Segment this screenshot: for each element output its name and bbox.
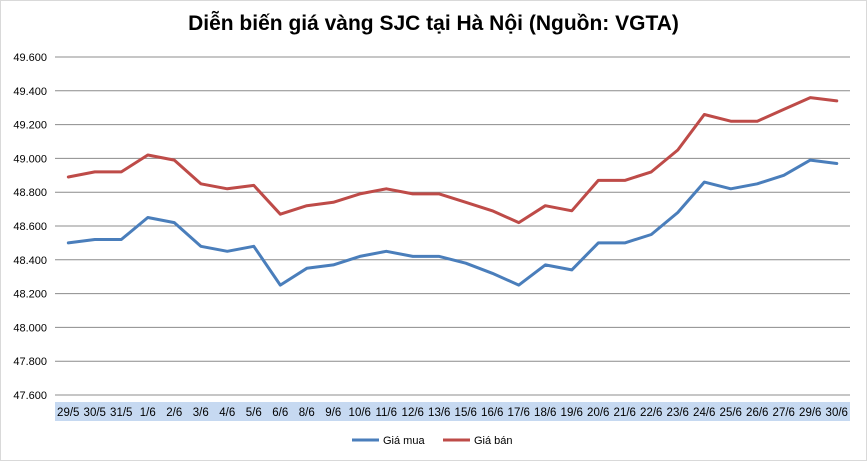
series-lines (66, 96, 839, 287)
legend-label: Giá bán (474, 435, 513, 447)
x-tick-label: 21/6 (614, 407, 636, 419)
x-axis: 29/5 30/5 31/5 1/6 2/6 3/6 4/6 5/6 6/6 8/6 9/6 10/6… (57, 407, 848, 419)
x-tick-label: 29/5 (57, 407, 79, 419)
x-tick-label: 9/6 (325, 407, 341, 419)
x-tick-label: 20/6 (587, 407, 609, 419)
y-tick-label: 47.800 (13, 356, 47, 368)
x-tick-label: 11/6 (375, 407, 397, 419)
legend: Giá mua Giá bán (352, 435, 513, 447)
y-tick-label: 47.600 (13, 390, 47, 402)
x-tick-label: 4/6 (219, 407, 235, 419)
x-tick-label: 15/6 (455, 407, 477, 419)
x-tick-label: 18/6 (534, 407, 556, 419)
y-axis: 49.600 49.400 49.200 49.000 48.800 48.600 48.4… (13, 52, 47, 402)
x-tick-label: 17/6 (508, 407, 530, 419)
x-tick-label: 30/6 (826, 407, 848, 419)
x-tick-label: 26/6 (746, 407, 768, 419)
x-tick-label: 23/6 (667, 407, 689, 419)
series-line-1 (66, 158, 839, 287)
x-tick-label: 29/6 (799, 407, 821, 419)
x-tick-label: 13/6 (428, 407, 450, 419)
x-tick-label: 31/5 (110, 407, 132, 419)
x-tick-label: 22/6 (640, 407, 662, 419)
x-tick-label: 30/5 (84, 407, 106, 419)
y-tick-label: 48.400 (13, 255, 47, 267)
y-tick-label: 49.400 (13, 86, 47, 98)
x-tick-label: 19/6 (561, 407, 583, 419)
x-tick-label: 2/6 (166, 407, 182, 419)
x-tick-label: 1/6 (140, 407, 156, 419)
gridlines (55, 56, 850, 396)
x-tick-label: 12/6 (402, 407, 424, 419)
y-tick-label: 48.000 (13, 322, 47, 334)
x-tick-label: 5/6 (246, 407, 262, 419)
x-tick-label: 25/6 (720, 407, 742, 419)
x-tick-label: 10/6 (349, 407, 371, 419)
chart-title: Diễn biến giá vàng SJC tại Hà Nội (Nguồn… (188, 12, 679, 35)
x-tick-label: 8/6 (299, 407, 315, 419)
y-tick-label: 48.600 (13, 221, 47, 233)
y-tick-label: 49.600 (13, 52, 47, 64)
x-axis-band (55, 402, 850, 421)
x-axis-label-band (55, 402, 850, 421)
y-tick-label: 48.800 (13, 187, 47, 199)
x-tick-label: 27/6 (773, 407, 795, 419)
y-tick-label: 49.000 (13, 153, 47, 165)
x-tick-label: 16/6 (481, 407, 503, 419)
y-tick-label: 49.200 (13, 120, 47, 132)
x-tick-label: 24/6 (693, 407, 715, 419)
legend-label: Giá mua (383, 435, 425, 447)
y-tick-label: 48.200 (13, 289, 47, 301)
series-line-2 (66, 96, 839, 225)
x-tick-label: 6/6 (272, 407, 288, 419)
x-tick-label: 3/6 (193, 407, 209, 419)
